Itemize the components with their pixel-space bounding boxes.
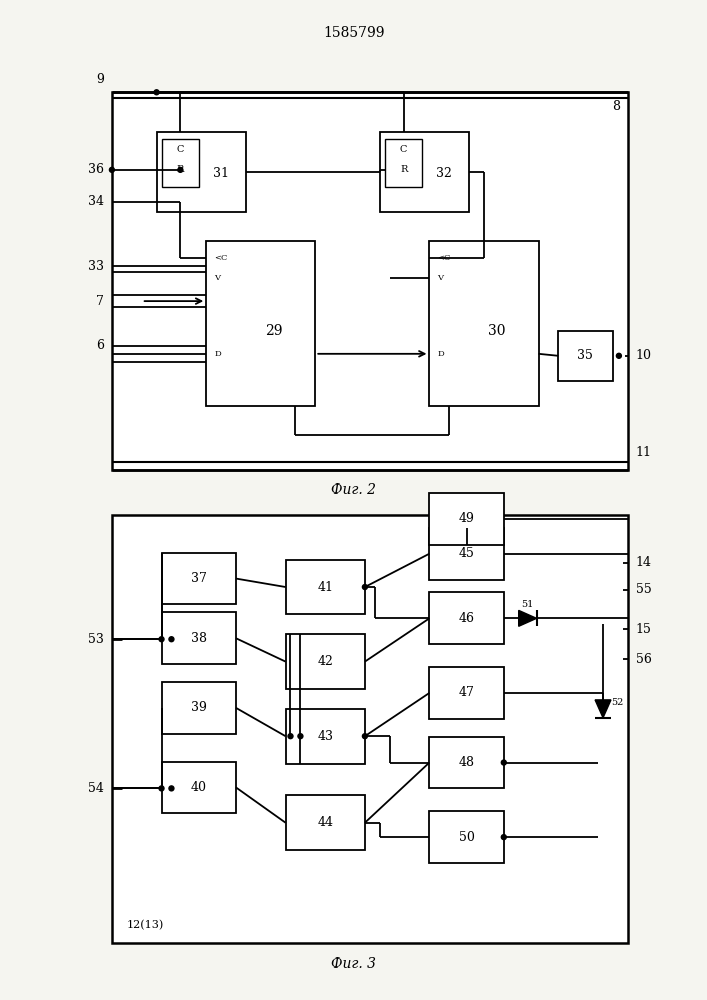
Text: R: R [400, 165, 407, 174]
Text: 34: 34 [88, 195, 104, 208]
Circle shape [363, 734, 368, 739]
Bar [429, 592, 504, 644]
Text: 38: 38 [191, 632, 206, 645]
Text: 36: 36 [88, 163, 104, 176]
Bar [385, 139, 423, 187]
Circle shape [110, 167, 115, 172]
Bar [206, 241, 315, 406]
Text: 39: 39 [191, 701, 206, 714]
Text: 52: 52 [611, 698, 623, 707]
Circle shape [501, 760, 506, 765]
Circle shape [501, 835, 506, 840]
Circle shape [617, 353, 621, 358]
Text: 35: 35 [577, 349, 593, 362]
Text: 47: 47 [459, 686, 474, 699]
Text: 43: 43 [317, 730, 333, 743]
Circle shape [169, 786, 174, 791]
Circle shape [159, 637, 164, 642]
Text: 53: 53 [88, 633, 104, 646]
Bar [286, 560, 365, 614]
Text: 11: 11 [636, 446, 652, 459]
Bar [112, 92, 628, 470]
Text: 40: 40 [191, 781, 206, 794]
Bar [286, 709, 365, 764]
Text: 7: 7 [96, 295, 104, 308]
Text: R: R [177, 165, 184, 174]
Text: 46: 46 [459, 612, 474, 625]
Circle shape [178, 167, 183, 172]
Text: 29: 29 [265, 324, 282, 338]
Bar [161, 612, 236, 664]
Text: 45: 45 [459, 547, 474, 560]
Text: 10: 10 [636, 349, 652, 362]
Bar [559, 331, 613, 381]
Text: 1585799: 1585799 [323, 26, 385, 40]
Text: 15: 15 [636, 623, 652, 636]
Text: C: C [177, 145, 184, 154]
Bar [429, 493, 504, 545]
Text: V: V [214, 274, 220, 282]
Circle shape [169, 637, 174, 642]
Circle shape [154, 90, 159, 95]
Text: 31: 31 [213, 167, 229, 180]
Text: 8: 8 [612, 100, 620, 113]
Bar [156, 132, 246, 212]
Text: 51: 51 [522, 600, 534, 609]
Circle shape [159, 786, 164, 791]
Text: D: D [438, 350, 444, 358]
Text: 48: 48 [459, 756, 474, 769]
Circle shape [363, 585, 368, 589]
Bar [112, 515, 628, 943]
Bar [161, 682, 236, 734]
Bar [429, 811, 504, 863]
Bar [286, 795, 365, 850]
Text: D: D [214, 350, 221, 358]
Bar [429, 241, 539, 406]
Text: Фиг. 3: Фиг. 3 [332, 957, 377, 971]
Text: 56: 56 [636, 653, 652, 666]
Bar [161, 553, 236, 604]
Polygon shape [595, 700, 611, 718]
Text: 32: 32 [436, 167, 452, 180]
Text: C: C [400, 145, 407, 154]
Bar [429, 737, 504, 788]
Text: 14: 14 [636, 556, 652, 569]
Bar [286, 634, 365, 689]
Bar [429, 528, 504, 580]
Bar [380, 132, 469, 212]
Text: 54: 54 [88, 782, 104, 795]
Text: V: V [438, 274, 443, 282]
Text: 30: 30 [488, 324, 506, 338]
Circle shape [298, 734, 303, 739]
Text: 55: 55 [636, 583, 652, 596]
Text: Фиг. 2: Фиг. 2 [332, 483, 377, 497]
Polygon shape [519, 610, 537, 626]
Bar [161, 139, 199, 187]
Text: 49: 49 [459, 512, 474, 525]
Text: <C: <C [438, 254, 450, 262]
Text: 6: 6 [96, 339, 104, 352]
Text: <C: <C [214, 254, 228, 262]
Text: 50: 50 [459, 831, 474, 844]
Circle shape [288, 734, 293, 739]
Bar [429, 667, 504, 719]
Text: 33: 33 [88, 260, 104, 273]
Text: 41: 41 [317, 581, 333, 594]
Text: 44: 44 [317, 816, 333, 829]
Text: 9: 9 [96, 73, 104, 86]
Text: 12(13): 12(13) [127, 919, 164, 930]
Text: 42: 42 [317, 655, 333, 668]
Text: 37: 37 [191, 572, 206, 585]
Bar [161, 762, 236, 813]
